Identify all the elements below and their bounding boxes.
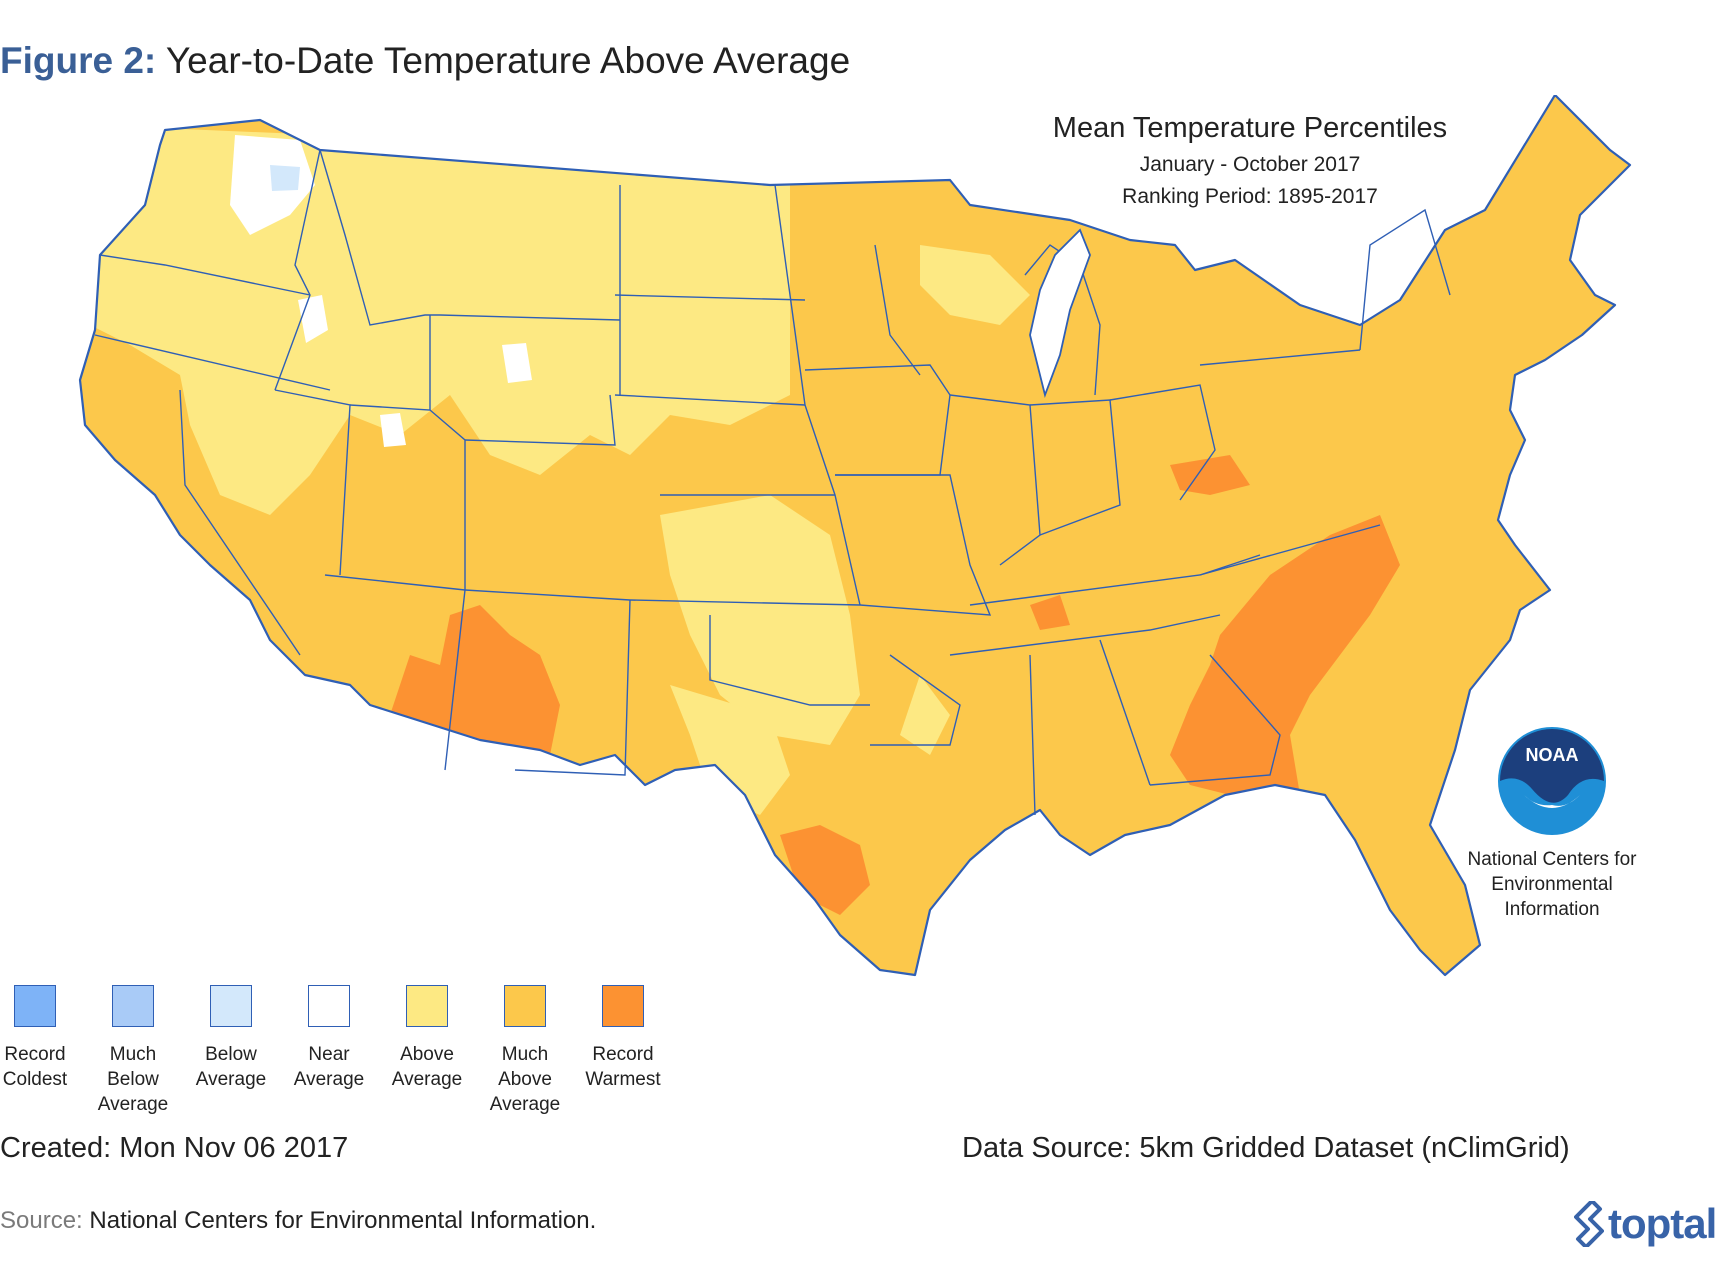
border-ut-az <box>324 574 466 591</box>
figure-label: Figure 2: <box>0 40 157 81</box>
border-nm-tx <box>514 599 631 776</box>
map-period: January - October 2017 <box>1139 153 1361 176</box>
above-average-region-texas <box>670 685 790 815</box>
border-new-england <box>1359 208 1451 351</box>
border-ar-la <box>870 654 961 746</box>
toptal-mark-icon <box>1574 1201 1604 1247</box>
legend-label: Above Average <box>391 1044 463 1090</box>
legend-swatch <box>14 985 56 1027</box>
legend-label: Below Average <box>195 1044 267 1090</box>
source-label: Source: <box>0 1207 83 1234</box>
border-sd-ne <box>614 394 806 406</box>
legend-item-record-warmest: Record Warmest <box>573 985 673 1092</box>
record-warmest-region-texas-south <box>720 925 790 975</box>
legend-label: Near Average <box>293 1044 365 1090</box>
border-ca-nv <box>179 389 301 656</box>
border-az-nm <box>444 589 466 771</box>
border-in-oh <box>1029 399 1121 536</box>
us-temperature-map <box>70 95 1650 1080</box>
border-nd-sd <box>614 294 806 301</box>
below-average-region-wa <box>270 165 300 191</box>
border-id-west <box>274 149 321 391</box>
legend-swatch <box>406 985 448 1027</box>
border-ks-ok <box>629 599 861 606</box>
above-average-region-great-lakes <box>920 245 1030 325</box>
border-al-ga <box>1099 639 1151 786</box>
legend-swatch <box>602 985 644 1027</box>
legend: Record Coldest Much Below Average Below … <box>0 985 700 1125</box>
map-title: Mean Temperature Percentiles <box>1052 112 1448 144</box>
noaa-org: National Centers for Environmental Infor… <box>1467 849 1637 920</box>
legend-item-below-average: Below Average <box>181 985 281 1092</box>
data-source: Data Source: 5km Gridded Dataset (nClimG… <box>962 1132 1570 1164</box>
border-oh-pa <box>1109 384 1216 501</box>
map-title-block: Mean Temperature Percentiles January - O… <box>940 112 1560 209</box>
legend-label: Record Coldest <box>2 1044 68 1090</box>
us-outline <box>78 95 1632 977</box>
legend-item-record-coldest: Record Coldest <box>0 985 85 1092</box>
temperature-fill <box>80 95 1630 975</box>
figure-title-text: Year-to-Date Temperature Above Average <box>165 40 851 81</box>
toptal-logo[interactable]: toptal <box>1574 1198 1717 1250</box>
border-tn-south <box>949 614 1221 656</box>
border-wa-or <box>99 254 311 296</box>
above-average-region-plains <box>660 495 860 745</box>
legend-label: Record Warmest <box>585 1044 661 1090</box>
border-ut-co <box>349 404 466 590</box>
legend-swatch <box>308 985 350 1027</box>
legend-swatch <box>504 985 546 1027</box>
legend-item-near-average: Near Average <box>279 985 379 1092</box>
border-or-ca-nv <box>94 334 331 391</box>
figure-title: Figure 2: Year-to-Date Temperature Above… <box>0 40 850 82</box>
state-borders <box>94 149 1451 816</box>
noaa-block: NOAA National Centers for Environmental … <box>1462 725 1642 922</box>
map-svg <box>78 95 1632 977</box>
legend-item-above-average: Above Average <box>377 985 477 1092</box>
record-warmest-region-tn <box>1030 595 1070 630</box>
legend-label: Much Above Average <box>489 1044 561 1115</box>
border-ga-sc-fl <box>1149 654 1281 786</box>
source-line: Source: National Centers for Environment… <box>0 1207 596 1235</box>
border-dakotas-mn <box>774 184 861 606</box>
near-average-region-wy <box>502 343 532 383</box>
legend-swatch <box>210 985 252 1027</box>
created-date: Created: Mon Nov 06 2017 <box>0 1132 349 1164</box>
border-va-nc <box>1199 524 1381 576</box>
lake-michigan <box>1029 228 1091 399</box>
record-warmest-region-southeast <box>1170 515 1400 935</box>
legend-label: Much Below Average <box>97 1044 169 1115</box>
border-co-nm <box>464 589 631 601</box>
border-ms-al <box>1029 654 1036 816</box>
legend-swatch <box>112 985 154 1027</box>
border-co-ne <box>464 394 616 446</box>
border-pa-ny <box>1199 349 1361 366</box>
noaa-logo-icon: NOAA <box>1498 727 1606 835</box>
noaa-logo-text: NOAA <box>1526 745 1579 765</box>
border-mn-wi <box>874 244 921 376</box>
border-mt-south <box>439 314 621 321</box>
map-ranking-period: Ranking Period: 1895-2017 <box>1122 185 1378 208</box>
source-value: National Centers for Environmental Infor… <box>89 1207 597 1234</box>
border-ok-tx <box>709 615 870 706</box>
near-average-region-ut <box>380 413 406 447</box>
toptal-wordmark: toptal <box>1608 1200 1717 1247</box>
border-mo <box>835 474 992 616</box>
above-average-region-ms <box>900 675 950 755</box>
border-il-in <box>949 394 1041 566</box>
legend-item-much-below-average: Much Below Average <box>83 985 183 1117</box>
legend-item-much-above-average: Much Above Average <box>475 985 575 1117</box>
